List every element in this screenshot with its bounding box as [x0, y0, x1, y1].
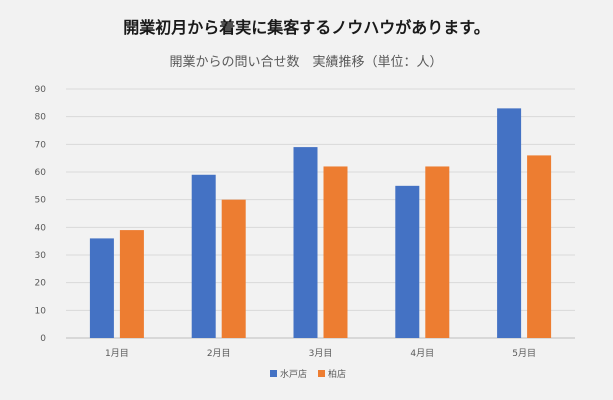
bar [89, 238, 114, 338]
x-tick-label: 3月目 [309, 348, 333, 359]
x-tick-label: 4月目 [410, 348, 434, 359]
bar [221, 199, 246, 338]
bar [323, 166, 348, 338]
y-tick-label: 40 [35, 223, 47, 233]
bar [293, 147, 318, 338]
legend: 水戸店 柏店 [270, 368, 346, 380]
bars [89, 108, 552, 338]
bar [527, 155, 552, 338]
legend-label: 柏店 [328, 368, 346, 380]
y-tick-label: 30 [35, 251, 47, 261]
y-tick-label: 0 [40, 334, 46, 344]
legend-swatch [318, 370, 325, 377]
bar [395, 185, 420, 338]
y-tick-label: 90 [35, 85, 47, 95]
y-tick-label: 50 [35, 196, 47, 206]
chart-title: 開業からの問い合せ数 実績推移（単位：人） [169, 54, 442, 70]
gridlines [66, 88, 575, 339]
legend-label: 水戸店 [280, 368, 307, 380]
legend-swatch [270, 370, 277, 377]
y-tick-label: 60 [35, 168, 47, 178]
bar [425, 166, 450, 338]
bar [119, 230, 144, 338]
headline: 開業初月から着実に集客するノウハウがあります。 [123, 18, 490, 37]
y-tick-label: 70 [35, 140, 47, 150]
y-tick-label: 80 [35, 113, 47, 123]
x-tick-label: 5月目 [512, 348, 536, 359]
y-tick-label: 20 [35, 279, 47, 289]
y-tick-label: 10 [35, 306, 47, 316]
bar [191, 174, 216, 338]
x-tick-label: 2月目 [207, 348, 231, 359]
x-tick-label: 1月目 [105, 348, 129, 359]
bar [497, 108, 522, 338]
x-axis: 1月目 2月目 3月目 4月目 5月目 [105, 348, 536, 359]
y-axis: 0 10 20 30 40 50 60 70 80 90 [35, 85, 47, 344]
